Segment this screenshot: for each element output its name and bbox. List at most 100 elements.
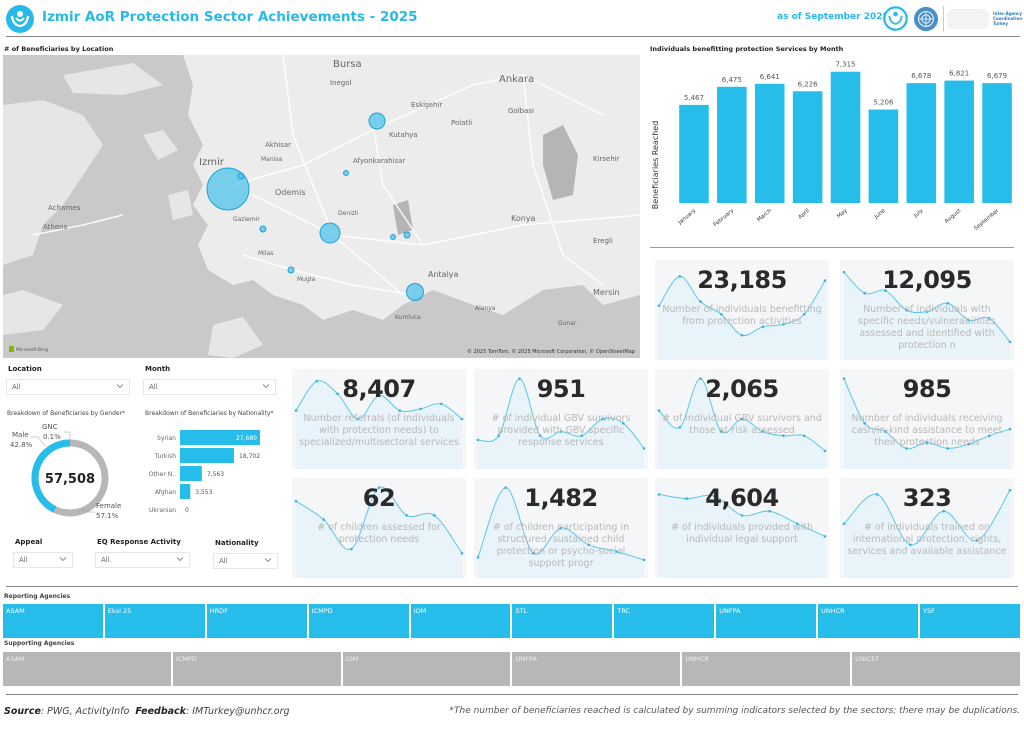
sparkline-point bbox=[863, 421, 867, 425]
sparkline-point bbox=[657, 409, 661, 412]
protection-logo-icon bbox=[6, 5, 34, 33]
kpi-card[interactable]: 62 # of children assessed for protection … bbox=[292, 478, 466, 578]
kpi-value: 23,185 bbox=[697, 266, 787, 294]
kpi-card[interactable]: 12,095 Number of individuals with specifi… bbox=[840, 260, 1014, 360]
sparkline-point bbox=[377, 394, 381, 397]
kpi-value: 12,095 bbox=[882, 266, 972, 294]
map-label-eregli: Eregli bbox=[593, 237, 613, 245]
kpi-card[interactable]: 8,407 Number referrals (of individuals wi… bbox=[292, 369, 466, 469]
eq-response-filter-dropdown[interactable]: All bbox=[95, 552, 190, 568]
reporting-agency-tile[interactable]: Eksi 25 bbox=[104, 604, 205, 638]
supporting-agency-tile[interactable]: ASAM bbox=[3, 652, 171, 686]
nationality-filter-dropdown[interactable]: All bbox=[213, 553, 278, 569]
female-label: Female bbox=[96, 502, 121, 510]
appeal-filter-dropdown[interactable]: All bbox=[13, 552, 73, 568]
map-bubble-mugla bbox=[287, 266, 295, 274]
bar-chart-title: Individuals benefitting protection Servi… bbox=[650, 45, 844, 53]
sparkline-point bbox=[1008, 427, 1012, 431]
y-axis-label: Beneficiaries Reached bbox=[651, 121, 660, 210]
kpi-card[interactable]: 985 Number of individuals receiving cash/… bbox=[840, 369, 1014, 469]
sparkline-point bbox=[615, 550, 618, 553]
x-tick-label: August bbox=[944, 207, 963, 225]
sparkline-point bbox=[419, 407, 422, 411]
sparkline-point bbox=[532, 551, 535, 555]
reporting-agency-tile[interactable]: UNFPA bbox=[716, 604, 817, 638]
sparkline-point bbox=[559, 526, 563, 530]
kpi-label: Number of individuals receiving cash/in-… bbox=[851, 413, 1003, 448]
sparkline-area bbox=[659, 276, 825, 360]
bar-value-label: 6,679 bbox=[987, 72, 1007, 80]
kpi-card[interactable]: 4,604 # of individuals provided with indi… bbox=[655, 478, 829, 578]
map-label-gunar: Gunar bbox=[558, 320, 577, 327]
kpi-label: # of individuals provided with individua… bbox=[670, 522, 814, 545]
supporting-agency-tile[interactable]: UNFPA bbox=[512, 652, 681, 686]
sparkline-area bbox=[296, 486, 462, 578]
map-bubble-manisa bbox=[237, 172, 245, 180]
supporting-agency-tile[interactable]: IOM bbox=[342, 652, 511, 686]
x-tick-label: January bbox=[677, 207, 698, 226]
sparkline-point bbox=[761, 430, 765, 433]
sparkline-line bbox=[843, 489, 1011, 546]
nationality-category-label: Turkish bbox=[154, 453, 176, 460]
gnc-pct: 0.1% bbox=[43, 433, 61, 441]
sparkline-point bbox=[657, 493, 661, 496]
reporting-agencies-list: ASAM Eksi 25 HRDF ICMPD IOM STL TRC UNFPA UNHCR Y… bbox=[3, 604, 1020, 638]
supporting-agencies-title: Supporting Agencies bbox=[4, 640, 75, 647]
sparkline-point bbox=[504, 486, 507, 489]
eq-response-filter-label: EQ Response Activity bbox=[97, 538, 181, 546]
reporting-agency-tile[interactable]: IOM bbox=[410, 604, 511, 638]
sparkline-point bbox=[678, 275, 682, 278]
kpi-label: Number of individuals benefitting from p… bbox=[662, 304, 822, 327]
kpi-card[interactable]: 951 # of individual GBV survivors provide… bbox=[474, 369, 648, 469]
sparkline-point bbox=[842, 522, 846, 526]
supporting-agency-tile[interactable]: UNHCR bbox=[682, 652, 851, 686]
nationality-bar bbox=[180, 466, 202, 481]
x-tick-label: September bbox=[973, 207, 1001, 232]
sparkline-point bbox=[942, 509, 945, 513]
bar-may bbox=[830, 71, 861, 203]
kpi-label: Number of individuals with specific need… bbox=[858, 304, 996, 351]
nationality-filter-value: All bbox=[219, 557, 228, 565]
kpi-card[interactable]: 323 # of individuals trained on internati… bbox=[840, 478, 1014, 578]
nationality-category-label: Syrian bbox=[157, 435, 176, 442]
x-tick-label: March bbox=[756, 208, 773, 224]
month-filter-dropdown[interactable]: All bbox=[143, 379, 276, 395]
reporting-agency-tile[interactable]: HRDF bbox=[206, 604, 307, 638]
source-value: : PWG, ActivityInfo bbox=[40, 706, 130, 717]
sparkline-point bbox=[657, 304, 661, 308]
reporting-agency-tile[interactable]: YSF bbox=[920, 604, 1020, 638]
kpi-label: # of individual GBV survivors and those … bbox=[662, 413, 822, 436]
bing-label: Microsoft Bing bbox=[16, 347, 48, 353]
map-label-konya: Konya bbox=[511, 214, 536, 223]
kpi-card[interactable]: 1,482 # of children participating in stru… bbox=[474, 478, 648, 578]
feedback-value[interactable]: : IMTurkey@unhcr.org bbox=[185, 706, 290, 717]
kpi-value: 1,482 bbox=[524, 484, 598, 512]
map-bubble-isparta bbox=[403, 231, 411, 239]
kpi-card[interactable]: 2,065 # of individual GBV survivors and t… bbox=[655, 369, 829, 469]
un-logo-icon bbox=[913, 6, 939, 32]
sparkline-point bbox=[699, 377, 702, 380]
map-bubble-kutahya bbox=[368, 112, 386, 130]
bar-february bbox=[717, 86, 747, 203]
sparkline-point bbox=[642, 447, 646, 450]
sparkline-point bbox=[842, 270, 846, 274]
nationality-bar-chart: Syrian 27,680 Turkish 18,702 Other N.. 7,563 A… bbox=[149, 430, 260, 514]
inter-agency-logo-text: Inter-Agency Coordination Turkey bbox=[993, 11, 1023, 26]
nationality-chart-title: Breakdown of Beneficiaries by Nationalit… bbox=[145, 410, 274, 417]
feedback-label: Feedback bbox=[135, 706, 186, 717]
reporting-agency-tile[interactable]: ASAM bbox=[3, 604, 103, 638]
reporting-agency-tile[interactable]: ICMPD bbox=[308, 604, 409, 638]
sparkline-point bbox=[740, 333, 744, 337]
location-filter-dropdown[interactable]: All bbox=[6, 379, 130, 395]
page-title: Izmir AoR Protection Sector Achievements… bbox=[42, 9, 418, 25]
kpi-card[interactable]: 23,185 Number of individuals benefitting … bbox=[655, 260, 829, 360]
supporting-agency-tile[interactable]: ICMPD bbox=[172, 652, 341, 686]
reporting-agency-tile[interactable]: TRC bbox=[614, 604, 715, 638]
supporting-agency-tile[interactable]: UNICEF bbox=[852, 652, 1020, 686]
section-divider bbox=[6, 586, 1018, 587]
reporting-agency-tile[interactable]: STL bbox=[512, 604, 613, 638]
beneficiaries-map[interactable]: Bursa Ankara Inegol Eskişehir Polatli Go… bbox=[3, 55, 640, 358]
location-filter-label: Location bbox=[8, 365, 42, 373]
map-label-mugla: Mugla bbox=[297, 276, 315, 283]
reporting-agency-tile[interactable]: UNHCR bbox=[818, 604, 919, 638]
